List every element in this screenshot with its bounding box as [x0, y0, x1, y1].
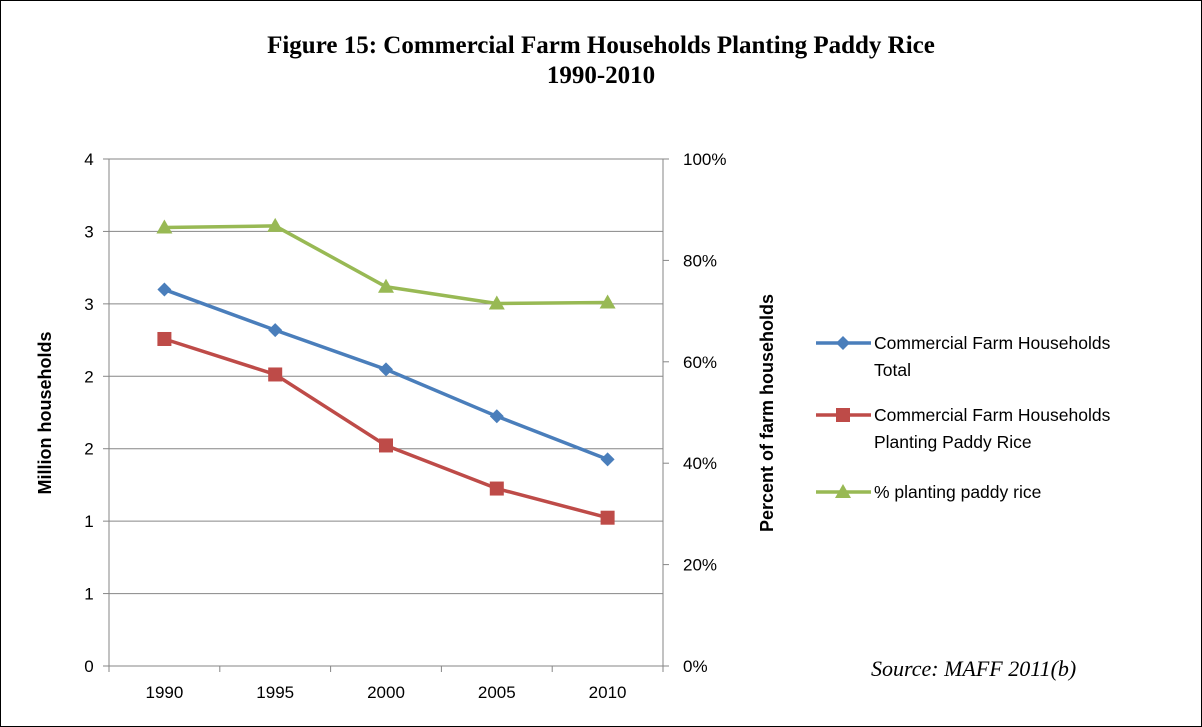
legend-label: Commercial Farm Households	[874, 333, 1111, 353]
x-tick-label: 2010	[589, 683, 627, 702]
left-tick-label: 3	[84, 295, 93, 314]
legend-marker	[836, 408, 850, 422]
data-point	[600, 510, 615, 525]
data-point	[157, 282, 172, 297]
data-point	[489, 481, 504, 496]
x-tick-label: 1995	[256, 683, 294, 702]
legend-label: Commercial Farm Households	[874, 405, 1111, 425]
data-point	[267, 217, 284, 232]
left-tick-label: 4	[84, 150, 93, 169]
data-point	[379, 362, 393, 377]
data-point	[600, 452, 615, 467]
axes	[103, 158, 669, 672]
left-tick-label: 0	[84, 657, 93, 676]
right-tick-label: 20%	[683, 556, 717, 575]
right-tick-label: 40%	[683, 454, 717, 473]
chart-title: Figure 15: Commercial Farm Households Pl…	[1, 31, 1201, 91]
right-tick-label: 100%	[683, 150, 726, 169]
series-lines	[156, 217, 616, 525]
data-point	[379, 438, 393, 453]
data-point	[489, 409, 504, 424]
legend-label: Planting Paddy Rice	[874, 432, 1032, 452]
data-point	[599, 294, 616, 309]
left-tick-label: 2	[84, 367, 93, 386]
source-note: Source: MAFF 2011(b)	[871, 656, 1077, 681]
legend-marker	[835, 484, 851, 498]
left-axis-title: Million households	[35, 332, 55, 495]
legend-label: Total	[874, 360, 911, 380]
right-axis-title: Percent of farm households	[757, 294, 777, 532]
left-tick-label: 2	[84, 440, 93, 459]
data-point	[488, 295, 505, 310]
data-point	[268, 367, 283, 382]
x-tick-label: 2005	[478, 683, 516, 702]
chart-subtitle-line: 1990-2010	[546, 62, 656, 89]
series-2	[157, 331, 615, 525]
legend-marker	[836, 336, 850, 350]
series-1	[157, 282, 615, 467]
legend-label: % planting paddy rice	[874, 482, 1041, 502]
data-point	[378, 278, 394, 293]
left-tick-label: 3	[84, 222, 93, 241]
data-point	[157, 331, 172, 346]
left-tick-label: 1	[84, 512, 93, 531]
right-tick-label: 80%	[683, 251, 717, 270]
legend: Commercial Farm Households Total Commercia…	[816, 333, 1111, 502]
right-tick-label: 60%	[683, 353, 717, 372]
data-point	[268, 323, 283, 338]
x-tick-label: 1990	[145, 683, 183, 702]
data-point	[156, 219, 173, 234]
chart-title-line: Figure 15: Commercial Farm Households Pl…	[267, 32, 935, 59]
gridlines	[109, 158, 663, 667]
series-3	[156, 217, 616, 310]
right-tick-label: 0%	[683, 657, 708, 676]
x-tick-label: 2000	[367, 683, 405, 702]
left-tick-label: 1	[84, 585, 93, 604]
